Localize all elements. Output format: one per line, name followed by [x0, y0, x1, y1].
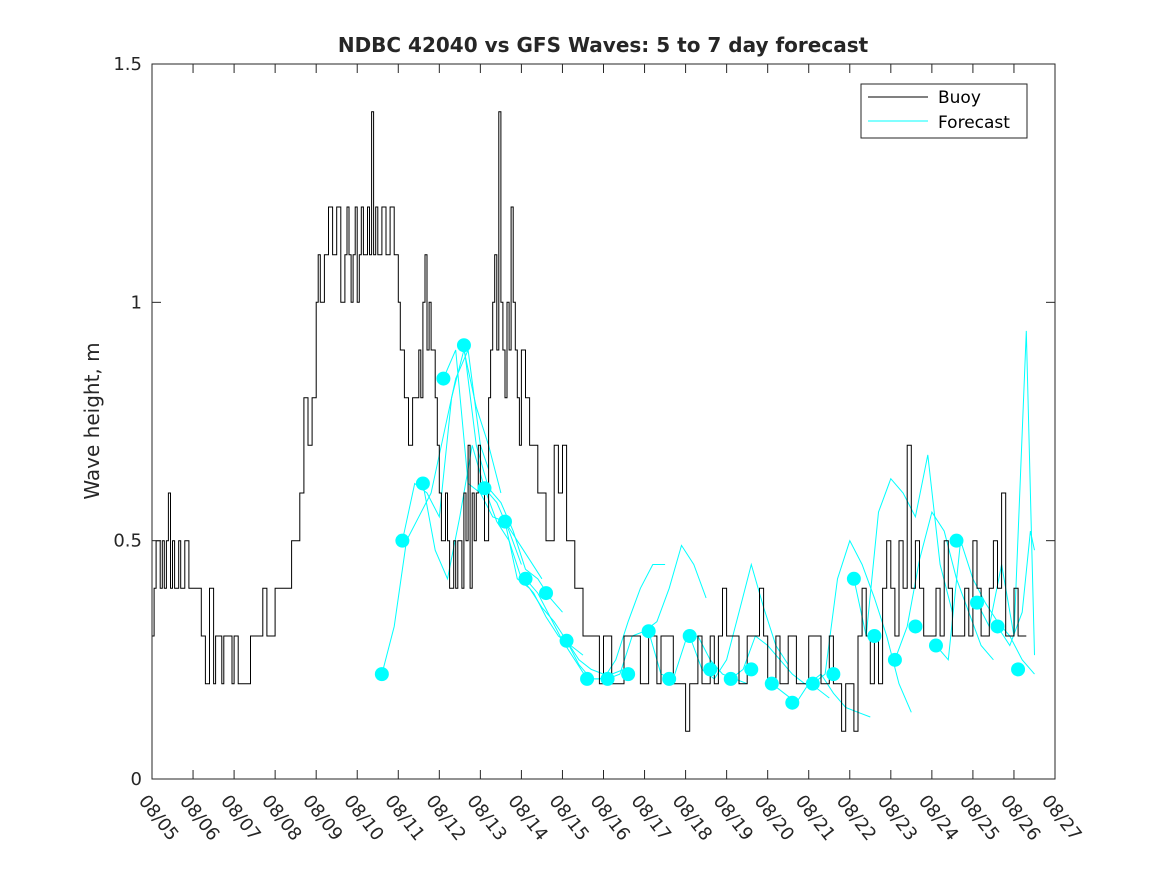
forecast-marker — [477, 481, 492, 496]
forecast-line — [894, 510, 994, 661]
forecast-marker — [949, 533, 964, 548]
plot-area — [152, 111, 1035, 732]
forecast-marker — [682, 629, 697, 643]
forecast-marker — [723, 671, 738, 686]
forecast-marker — [785, 695, 800, 710]
forecast-marker — [826, 667, 841, 682]
y-axis: 0 0.5 1 1.5 — [113, 54, 1055, 790]
forecast-marker — [518, 571, 533, 586]
forecast-marker — [1011, 662, 1026, 677]
forecast-marker — [928, 638, 943, 653]
forecast-line — [853, 454, 953, 637]
forecast-marker — [641, 624, 656, 639]
y-axis-label: Wave height, m — [80, 342, 104, 499]
forecast-marker — [887, 652, 902, 667]
forecast-marker — [908, 619, 923, 634]
forecast-marker — [456, 338, 471, 353]
forecast-marker — [744, 662, 759, 677]
forecast-marker — [374, 667, 389, 682]
forecast-line — [997, 530, 1035, 647]
forecast-marker — [846, 571, 861, 586]
forecast-marker — [703, 662, 718, 677]
forecast-marker — [867, 629, 882, 643]
forecast-marker — [600, 671, 615, 686]
forecast-marker — [539, 586, 554, 601]
forecast-marker — [990, 619, 1005, 634]
legend-forecast-label: Forecast — [938, 113, 1010, 133]
forecast-marker — [395, 533, 410, 548]
forecast-line — [976, 330, 1035, 656]
forecast-marker — [415, 476, 430, 491]
y-tick-label: 0 — [131, 769, 142, 790]
forecast-marker — [621, 667, 636, 682]
buoy-line — [152, 111, 1027, 732]
forecast-marker — [764, 676, 779, 691]
forecast-marker — [662, 671, 677, 686]
forecast-marker — [559, 633, 574, 648]
y-tick-label: 1 — [131, 292, 142, 313]
forecast-marker — [436, 371, 451, 386]
legend-buoy-label: Buoy — [938, 88, 981, 108]
legend-box — [860, 83, 1028, 139]
y-tick-label: 1.5 — [113, 54, 142, 75]
forecast-marker — [497, 514, 512, 529]
forecast-marker — [805, 676, 820, 691]
forecast-line — [442, 349, 543, 580]
forecast-line — [566, 564, 666, 680]
forecast-marker — [580, 671, 595, 686]
legend: Buoy Forecast — [860, 83, 1028, 139]
y-tick-label: 0.5 — [113, 531, 142, 552]
axes-box — [151, 63, 1056, 780]
forecast-marker — [970, 595, 985, 610]
chart-title: NDBC 42040 vs GFS Waves: 5 to 7 day fore… — [338, 33, 869, 57]
